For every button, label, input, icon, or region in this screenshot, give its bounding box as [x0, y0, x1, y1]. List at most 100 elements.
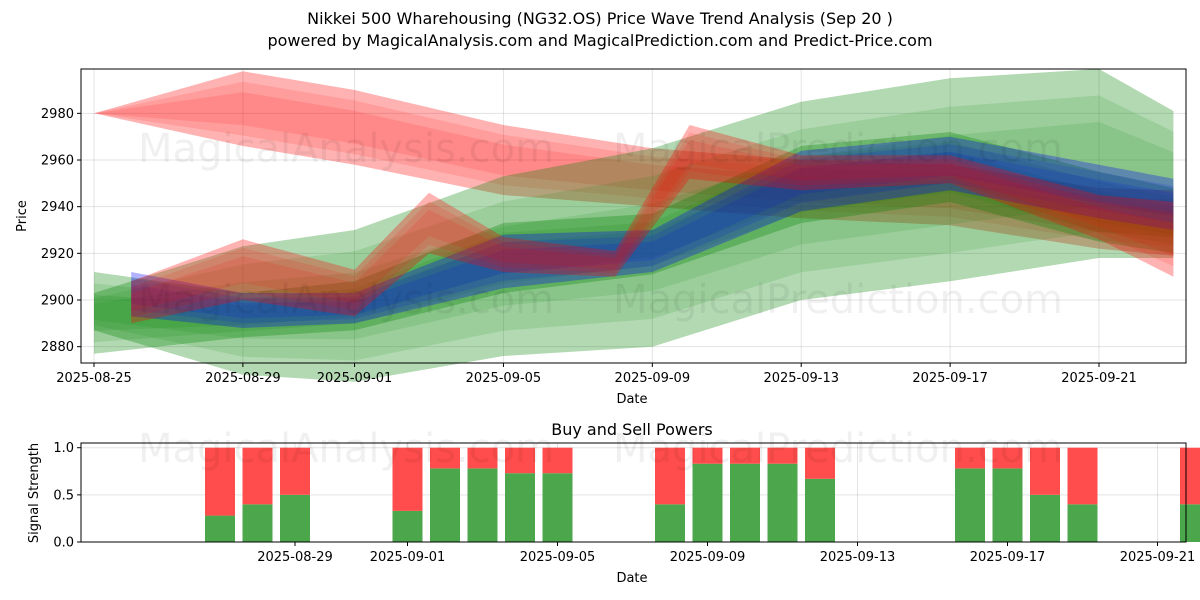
- top-x-tick-label: 2025-09-21: [1061, 371, 1137, 386]
- price-band-inner-blue-3: [131, 144, 1174, 324]
- top-x-tick-label: 2025-09-17: [912, 371, 988, 386]
- watermark-right-bottom: MagicalPrediction.com: [613, 426, 1063, 472]
- buy-sell-panel: Buy and Sell Powers MagicalAnalysis.com …: [27, 420, 1200, 586]
- bottom-x-ticks: 2025-08-29 2025-09-01 2025-09-05 2025-09-09…: [257, 542, 1195, 565]
- buy-bar: [692, 463, 723, 542]
- price-band-inner-green-2: [94, 141, 1174, 343]
- buy-bar: [280, 494, 310, 542]
- price-band-inner-green-1: [94, 95, 1174, 361]
- price-band-red-0: [94, 71, 1174, 256]
- watermark-left-bottom: MagicalAnalysis.com: [138, 426, 554, 472]
- buy-bar: [430, 468, 460, 542]
- top-x-ticks: 2025-08-25 2025-08-29 2025-09-01 2025-09-05…: [56, 363, 1137, 386]
- watermark-left-mid: MagicalAnalysis.com: [138, 277, 554, 323]
- buy-bar: [730, 463, 760, 542]
- buy-sell-bars: [205, 447, 1200, 542]
- sell-bar: [542, 447, 573, 474]
- bottom-x-axis-label: Date: [616, 571, 647, 586]
- price-band-red-4: [131, 125, 1174, 324]
- sell-bar: [767, 447, 798, 464]
- chart-title: Nikkei 500 Wharehousing (NG32.OS) Price …: [307, 9, 893, 28]
- price-wave-panel: MagicalAnalysis.com MagicalPrediction.co…: [15, 68, 1187, 407]
- price-band-inner-red-4: [131, 132, 1174, 318]
- bottom-x-tick-label: 2025-09-21: [1120, 550, 1196, 565]
- bottom-x-tick-label: 2025-09-05: [520, 550, 596, 565]
- price-band-inner-red-4: [131, 140, 1174, 312]
- chart-subtitle: powered by MagicalAnalysis.com and Magic…: [267, 31, 933, 50]
- sell-bar: [392, 447, 423, 511]
- watermark-right-mid: MagicalPrediction.com: [613, 277, 1063, 323]
- watermark-left-top: MagicalAnalysis.com: [138, 126, 554, 172]
- top-x-tick-label: 2025-08-29: [205, 371, 281, 386]
- chart-title-block: Nikkei 500 Wharehousing (NG32.OS) Price …: [0, 8, 1200, 52]
- bottom-chart-title: Buy and Sell Powers: [551, 420, 713, 439]
- buy-bar: [1067, 504, 1098, 542]
- top-y-tick-label: 2920: [41, 247, 74, 262]
- buy-bar: [655, 504, 685, 542]
- sell-bar: [280, 447, 310, 495]
- top-x-tick-label: 2025-09-09: [615, 371, 691, 386]
- buy-bar: [1180, 504, 1200, 542]
- buy-bar: [467, 468, 498, 542]
- top-grid: [81, 69, 1186, 363]
- sell-bar: [467, 447, 498, 469]
- top-y-tick-label: 2980: [41, 107, 74, 122]
- sell-bar: [242, 447, 273, 505]
- sell-bar: [805, 447, 835, 479]
- top-y-ticks: 2880 2900 2920 2940 2960 2980: [41, 107, 81, 355]
- bottom-y-tick-label: 0.5: [53, 488, 74, 503]
- top-x-tick-label: 2025-09-01: [317, 371, 393, 386]
- buy-bar: [767, 463, 798, 542]
- price-band-inner-red-0: [94, 81, 1174, 247]
- sell-bar: [1067, 447, 1098, 505]
- top-y-axis-label: Price: [15, 200, 30, 232]
- sell-bar: [505, 447, 535, 474]
- buy-bar: [392, 510, 423, 542]
- top-y-tick-label: 2880: [41, 340, 74, 355]
- bottom-x-tick-label: 2025-09-09: [670, 550, 746, 565]
- bottom-y-tick-label: 0.0: [53, 536, 74, 551]
- bottom-y-tick-label: 1.0: [53, 441, 74, 456]
- buy-bar: [955, 468, 985, 542]
- buy-bar: [1030, 494, 1060, 542]
- buy-bar: [505, 473, 535, 542]
- price-band-inner-green-1: [94, 121, 1174, 340]
- bottom-x-tick-label: 2025-09-01: [370, 550, 446, 565]
- top-x-axis-label: Date: [616, 392, 647, 407]
- sell-bar: [955, 447, 985, 469]
- buy-bar: [992, 468, 1023, 542]
- sell-bar: [992, 447, 1023, 469]
- buy-bar: [542, 473, 573, 542]
- bottom-plot-frame: [80, 442, 1187, 543]
- top-watermarks: MagicalAnalysis.com MagicalPrediction.co…: [138, 126, 1063, 323]
- buy-bar: [805, 478, 835, 542]
- price-band-green-1: [94, 69, 1174, 382]
- sell-bar: [692, 447, 723, 464]
- top-plot-frame: [80, 68, 1187, 364]
- top-y-tick-label: 2900: [41, 294, 74, 309]
- price-band-blue-3: [131, 136, 1174, 328]
- bottom-y-axis-label: Signal Strength: [27, 443, 42, 543]
- bottom-x-tick-label: 2025-08-29: [257, 550, 333, 565]
- top-x-tick-label: 2025-09-05: [466, 371, 542, 386]
- top-y-tick-label: 2960: [41, 154, 74, 169]
- price-band-inner-green-2: [94, 151, 1174, 331]
- price-bands: [94, 69, 1174, 382]
- top-x-tick-label: 2025-08-25: [56, 371, 132, 386]
- bottom-x-tick-label: 2025-09-17: [970, 550, 1046, 565]
- sell-bar: [730, 447, 760, 464]
- bottom-watermarks: MagicalAnalysis.com MagicalPrediction.co…: [138, 426, 1063, 472]
- sell-bar: [1180, 447, 1200, 505]
- bottom-x-tick-label: 2025-09-13: [820, 550, 896, 565]
- top-y-tick-label: 2940: [41, 200, 74, 215]
- watermark-right-top: MagicalPrediction.com: [613, 126, 1063, 172]
- buy-bar: [242, 504, 273, 542]
- sell-bar: [1030, 447, 1060, 495]
- sell-bar: [205, 447, 235, 516]
- top-x-tick-label: 2025-09-13: [763, 371, 839, 386]
- sell-bar: [430, 447, 460, 469]
- bottom-y-ticks: 0.0 0.5 1.0: [53, 441, 81, 551]
- price-band-inner-red-0: [94, 92, 1174, 238]
- buy-bar: [205, 515, 235, 542]
- price-band-green-2: [94, 132, 1174, 354]
